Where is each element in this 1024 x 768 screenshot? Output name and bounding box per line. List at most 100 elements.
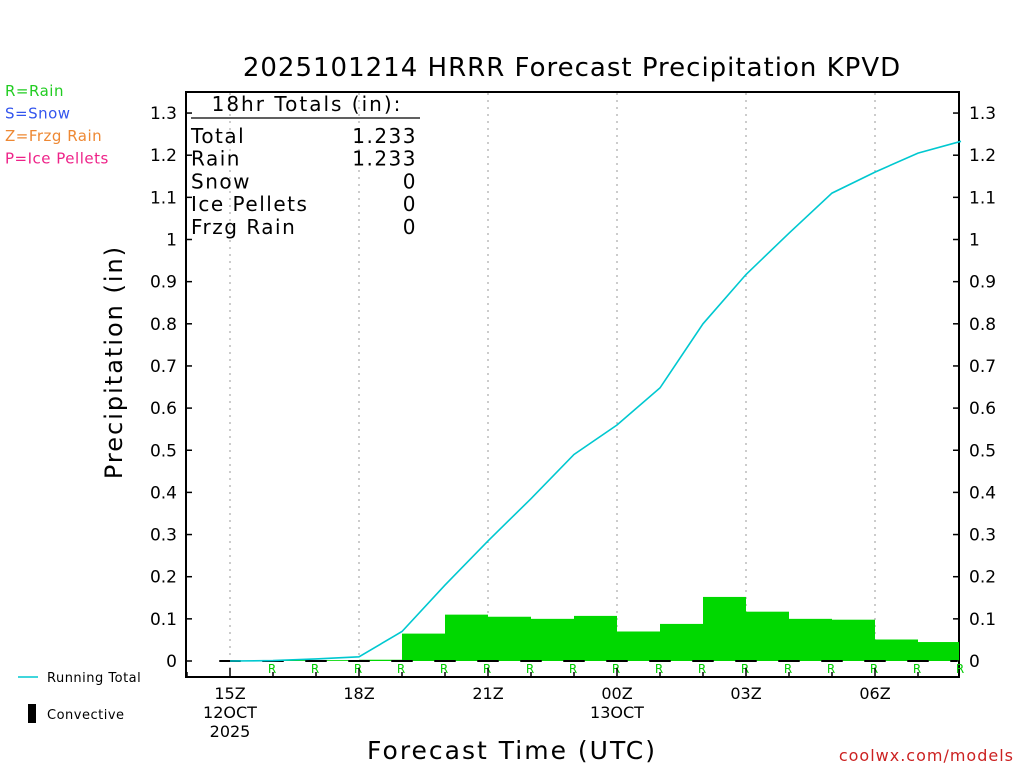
precip-type-marker: R	[268, 662, 276, 676]
y-tick-label-left: 1.2	[150, 146, 177, 166]
totals-row-label: Ice Pellets	[191, 192, 308, 216]
x-tick-label: 06Z	[859, 684, 890, 703]
precip-bar	[488, 616, 531, 661]
chart-title: 2025101214 HRRR Forecast Precipitation K…	[243, 53, 901, 83]
x-tick-label: 12OCT	[203, 703, 257, 722]
y-tick-label-left: 1.1	[150, 188, 177, 208]
y-axis-left: 0 0.1 0.2 0.3 0.4 0.5 0.6 0.7 0.8 0.9 1 1.1 1.2 1.3	[150, 104, 192, 672]
precip-type-marker: R	[870, 662, 878, 676]
y-tick-label-right: 1.3	[969, 104, 996, 124]
precip-bar	[875, 639, 918, 661]
precip-bar	[359, 659, 402, 661]
precip-bar	[832, 619, 875, 661]
precip-type-marker: R	[440, 662, 448, 676]
bottom-legend: Running Total Convective	[18, 671, 141, 723]
y-tick-label-left: 0.2	[150, 568, 177, 588]
precip-bar	[746, 611, 789, 661]
convective-legend-swatch	[28, 704, 36, 723]
precip-bar	[445, 614, 488, 661]
precip-type-marker: R	[311, 662, 319, 676]
y-tick-label-right: 0.4	[969, 483, 996, 503]
y-tick-label-left: 0.7	[150, 357, 177, 377]
running-total-legend-label: Running Total	[47, 671, 141, 686]
y-tick-label-left: 0.9	[150, 273, 177, 293]
vertical-gridlines	[229, 93, 876, 676]
y-axis-right: 0 0.1 0.2 0.3 0.4 0.5 0.6 0.7 0.8 0.9 1 1.1 1.2 1.3	[953, 104, 996, 672]
y-tick-label-right: 0.5	[969, 441, 996, 461]
totals-header: 18hr Totals (in):	[212, 92, 403, 116]
x-axis-label: Forecast Time (UTC)	[367, 736, 657, 765]
precip-bar	[660, 623, 703, 661]
precip-type-marker: R	[956, 662, 964, 676]
precip-bar	[617, 631, 660, 661]
precip-bar	[918, 642, 959, 661]
x-tick-label: 18Z	[343, 684, 374, 703]
precip-bar	[273, 660, 316, 661]
y-tick-label-right: 0.6	[969, 399, 996, 419]
totals-row-label: Snow	[191, 169, 251, 193]
precip-bar	[789, 618, 832, 661]
totals-row-value: 0	[403, 192, 417, 216]
y-tick-label-left: 1.3	[150, 104, 177, 124]
x-tick-label: 03Z	[730, 684, 761, 703]
x-tick-label: 2025	[210, 722, 251, 741]
precip-type-marker: R	[569, 662, 577, 676]
precip-type-marker: R	[827, 662, 835, 676]
running-total-line	[229, 140, 962, 662]
y-tick-label-left: 0.1	[150, 610, 177, 630]
y-tick-label-left: 0.3	[150, 526, 177, 546]
precip-type-marker: R	[354, 662, 362, 676]
type-legend-item: S=Snow	[5, 105, 71, 123]
precip-bar	[316, 660, 359, 661]
x-tick-label: 00Z	[601, 684, 632, 703]
precip-type-legend: R=Rain S=Snow Z=Frzg Rain P=Ice Pellets	[5, 82, 109, 168]
y-tick-label-right: 0	[969, 652, 980, 672]
y-tick-label-left: 0.4	[150, 483, 177, 503]
totals-row-value: 0	[403, 169, 417, 193]
type-legend-item: P=Ice Pellets	[5, 150, 109, 168]
totals-row-value: 0	[403, 215, 417, 239]
y-tick-label-left: 0.8	[150, 315, 177, 335]
y-tick-label-right: 0.1	[969, 610, 996, 630]
precip-bar	[531, 618, 574, 661]
x-tick-label: 15Z	[214, 684, 245, 703]
precip-type-marker: R	[397, 662, 405, 676]
y-tick-label-right: 1	[969, 231, 980, 251]
totals-row-value: 1.233	[352, 124, 417, 148]
precip-bar	[402, 633, 445, 661]
hourly-precip-bars	[230, 596, 959, 661]
totals-row-value: 1.233	[352, 147, 417, 171]
y-tick-label-right: 0.2	[969, 568, 996, 588]
y-tick-label-left: 0.6	[150, 399, 177, 419]
precip-type-marker: R	[698, 662, 706, 676]
type-legend-item: Z=Frzg Rain	[5, 127, 102, 145]
totals-row-label: Frzg Rain	[191, 215, 296, 239]
credit-link[interactable]: coolwx.com/models	[839, 746, 1014, 765]
x-tick-label: 13OCT	[590, 703, 644, 722]
y-tick-label-left: 0.5	[150, 441, 177, 461]
y-tick-label-left: 0	[166, 652, 177, 672]
y-tick-label-right: 0.7	[969, 357, 996, 377]
precip-type-marker: R	[913, 662, 921, 676]
y-tick-label-left: 1	[166, 231, 177, 251]
y-tick-label-right: 0.8	[969, 315, 996, 335]
convective-legend-label: Convective	[47, 708, 125, 723]
precip-type-marker: R	[526, 662, 534, 676]
precip-type-marker: R	[483, 662, 491, 676]
y-tick-label-right: 0.3	[969, 526, 996, 546]
y-axis-label: Precipitation (in)	[100, 245, 128, 479]
y-tick-label-right: 1.1	[969, 188, 996, 208]
y-tick-label-right: 0.9	[969, 273, 996, 293]
y-tick-label-right: 1.2	[969, 146, 996, 166]
plot-frame	[185, 91, 960, 678]
precip-type-marker: R	[655, 662, 663, 676]
type-legend-item: R=Rain	[5, 82, 64, 100]
totals-row-label: Total	[190, 124, 245, 148]
totals-rows: Total 1.233 Rain 1.233 Snow 0 Ice Pellets 0 Frzg…	[190, 124, 417, 239]
precip-type-marker: R	[784, 662, 792, 676]
x-tick-label: 21Z	[472, 684, 503, 703]
precip-bar	[703, 596, 746, 661]
